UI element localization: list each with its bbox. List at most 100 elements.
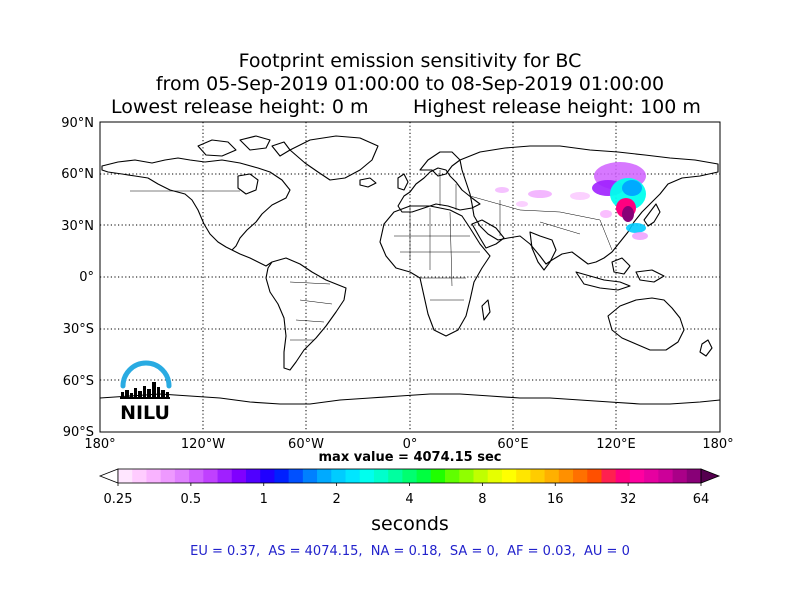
- north-america-coast: [101, 157, 291, 251]
- colorbar-swatch: [217, 469, 233, 483]
- colorbar-swatch: [601, 469, 617, 483]
- plot-title-line-2: from 05-Sep-2019 01:00:00 to 08-Sep-2019…: [155, 73, 665, 95]
- central-america-coast: [231, 249, 273, 267]
- colorbar-tick-label: 64: [693, 492, 710, 507]
- africa-coast: [379, 205, 491, 337]
- greenland-coast: [289, 135, 379, 181]
- map-frame: [99, 121, 721, 433]
- country-borders: [130, 170, 613, 341]
- colorbar-swatch: [644, 469, 659, 483]
- nilu-logo: NILU: [120, 360, 172, 424]
- south-america-coast: [265, 257, 347, 371]
- logo-text: NILU: [120, 402, 170, 424]
- colorbar-swatch: [658, 469, 673, 483]
- highest-release-height: Highest release height: 100 m: [413, 96, 701, 118]
- colorbar-swatch: [288, 469, 304, 483]
- colorbar-swatch: [445, 469, 460, 483]
- plot-title-line-1: Footprint emission sensitivity for BC: [238, 50, 582, 72]
- colorbar: [98, 468, 721, 484]
- colorbar-tick-label: 1: [260, 492, 268, 507]
- colorbar-swatch: [359, 469, 375, 483]
- colorbar-swatch: [245, 469, 261, 483]
- lat-label: 90°N: [61, 116, 94, 131]
- colorbar-max-extension: [700, 468, 721, 484]
- colorbar-tick-label: 8: [478, 492, 486, 507]
- colorbar-swatch: [516, 469, 531, 483]
- colorbar-ticks: 0.25 0.5 1 2 4 8 16 32 64: [104, 483, 710, 507]
- colorbar-min-extension: [98, 468, 119, 484]
- colorbar-swatch: [174, 469, 190, 483]
- colorbar-tick-label: 2: [332, 492, 340, 507]
- footprint-plume: [495, 162, 648, 240]
- colorbar-swatch: [203, 469, 218, 483]
- colorbar-swatch: [473, 469, 489, 483]
- lat-label: 30°N: [61, 219, 94, 234]
- australia-coast: [607, 297, 685, 351]
- colorbar-swatch: [544, 469, 560, 483]
- scandinavia-coast: [419, 151, 461, 177]
- colorbar-swatch: [231, 469, 247, 483]
- asia-coast: [459, 145, 719, 265]
- colorbar-swatch: [118, 469, 133, 483]
- colorbar-swatch: [302, 469, 318, 483]
- india-coast: [529, 231, 557, 271]
- colorbar-swatch: [388, 469, 403, 483]
- lon-label: 180°: [84, 437, 115, 452]
- lon-label: 120°W: [181, 437, 225, 452]
- iceland-coast: [359, 177, 377, 188]
- colorbar-swatch: [345, 469, 361, 483]
- colorbar-swatch: [317, 469, 332, 483]
- colorbar-swatch: [530, 469, 545, 483]
- colorbar-swatch: [416, 469, 432, 483]
- lat-label: 60°S: [63, 374, 94, 389]
- colorbar-swatch: [501, 469, 517, 483]
- hudson-bay: [237, 173, 259, 195]
- new-zealand-coast: [699, 339, 713, 357]
- british-isles-coast: [397, 173, 409, 191]
- indonesia-coast: [575, 271, 631, 291]
- colorbar-swatch: [459, 469, 474, 483]
- coastlines: [100, 135, 720, 405]
- lat-label: 0°: [79, 270, 94, 285]
- max-value-label: max value = 4074.15 sec: [319, 450, 502, 465]
- colorbar-swatch: [260, 469, 275, 483]
- lat-label: 30°S: [63, 322, 94, 337]
- colorbar-tick-label: 32: [620, 492, 637, 507]
- colorbar-tick-label: 16: [547, 492, 564, 507]
- lon-label: 0°: [403, 437, 418, 452]
- colorbar-swatch: [573, 469, 588, 483]
- lon-label: 180°: [702, 437, 733, 452]
- lowest-release-height: Lowest release height: 0 m: [111, 96, 369, 118]
- regional-stats: EU = 0.37, AS = 4074.15, NA = 0.18, SA =…: [190, 544, 630, 559]
- colorbar-swatch: [629, 469, 645, 483]
- colorbar-tick-label: 0.25: [104, 492, 133, 507]
- lat-label: 90°S: [63, 425, 94, 440]
- colorbar-swatch: [587, 469, 602, 483]
- colorbar-unit-label: seconds: [371, 513, 449, 535]
- lon-label: 60°E: [497, 437, 528, 452]
- colorbar-swatch: [430, 469, 446, 483]
- colorbar-swatch: [402, 469, 418, 483]
- europe-coast: [397, 167, 481, 213]
- antarctica-coast: [100, 393, 720, 405]
- lat-label: 60°N: [61, 167, 94, 182]
- colorbar-swatch: [615, 469, 631, 483]
- lon-label: 120°E: [596, 437, 636, 452]
- colorbar-swatch: [373, 469, 389, 483]
- colorbar-tick-label: 4: [405, 492, 413, 507]
- colorbar-swatch: [558, 469, 574, 483]
- colorbar-swatch: [146, 469, 162, 483]
- colorbar-swatch: [132, 469, 147, 483]
- colorbar-swatch: [672, 469, 688, 483]
- colorbar-swatch: [487, 469, 503, 483]
- colorbar-swatch: [331, 469, 346, 483]
- colorbar-swatch: [189, 469, 204, 483]
- madagascar-coast: [481, 299, 491, 321]
- colorbar-tick-label: 0.5: [181, 492, 202, 507]
- lon-label: 60°W: [288, 437, 324, 452]
- colorbar-swatch: [686, 469, 702, 483]
- colorbar-swatch: [274, 469, 290, 483]
- arabia-coast: [471, 219, 505, 249]
- colorbar-swatch: [160, 469, 176, 483]
